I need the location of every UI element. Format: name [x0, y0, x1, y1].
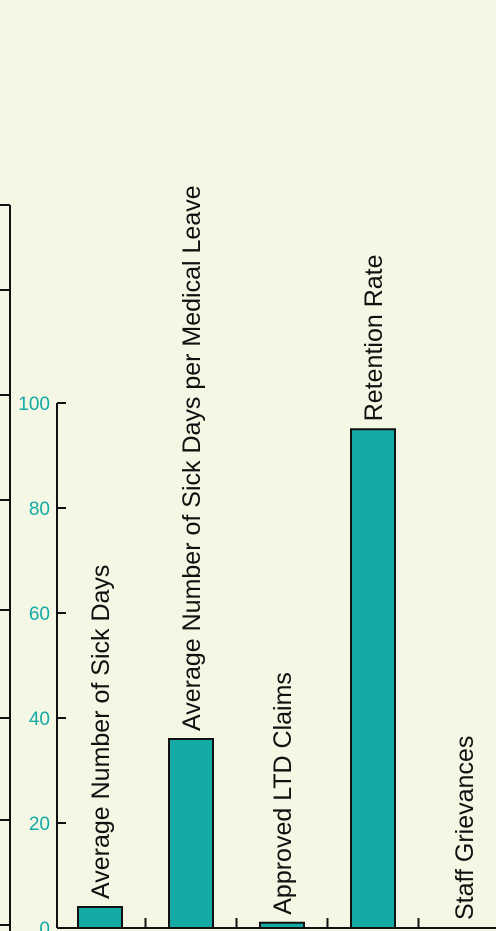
- category-label: Retention Rate: [360, 254, 388, 421]
- y-axis: [56, 402, 66, 929]
- category-label: Average Number of Sick Days: [87, 565, 115, 899]
- y-tick-label: 0: [39, 919, 50, 931]
- bar-retention-rate: [350, 428, 396, 929]
- y-tick-label: 40: [29, 709, 50, 730]
- category-label: Staff Grievances: [451, 736, 479, 920]
- partial-left-axis: [0, 204, 11, 931]
- y-tick-label: 20: [29, 814, 50, 835]
- bar-average-number-of-sick-days-per-medical-leave: [168, 738, 214, 929]
- y-tick-label: 80: [29, 499, 50, 520]
- y-tick-labels: 0 20 40 60 80 100: [18, 394, 50, 931]
- bar-labels: Average Number of Sick Days Average Numbe…: [87, 185, 479, 920]
- bars: [77, 428, 396, 929]
- y-tick-label: 60: [29, 604, 50, 625]
- y-tick-label: 100: [18, 394, 50, 415]
- bar-approved-ltd-claims: [259, 921, 305, 929]
- category-label: Approved LTD Claims: [269, 672, 297, 915]
- category-label: Average Number of Sick Days per Medical …: [178, 185, 206, 731]
- bar-average-number-of-sick-days: [77, 906, 123, 929]
